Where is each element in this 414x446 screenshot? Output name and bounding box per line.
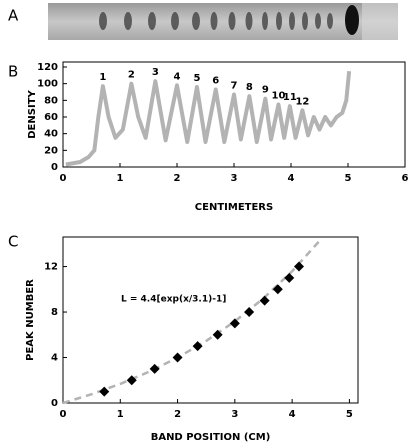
y-tick-label: 100 [37, 79, 58, 90]
panel-label: C [8, 233, 18, 251]
y-tick-label: 120 [37, 62, 58, 73]
peak-label: 1 [99, 72, 106, 83]
x-tick-label: 2 [174, 409, 181, 420]
x-tick-label: 3 [231, 409, 238, 420]
plot-frame [62, 61, 406, 168]
x-tick-label: 6 [402, 173, 409, 184]
data-point [284, 272, 295, 283]
peak-label: 2 [128, 70, 135, 81]
y-tick-label: 80 [44, 95, 58, 106]
y-axis-title: DENSITY [27, 90, 38, 139]
x-tick-label: 3 [231, 173, 238, 184]
peak-label: 11 [283, 92, 297, 103]
data-point [172, 352, 183, 363]
y-tick-label: 0 [51, 398, 58, 409]
peak-label: 12 [295, 96, 309, 107]
x-tick-label: 1 [117, 173, 124, 184]
x-tick-label: 2 [174, 173, 181, 184]
x-tick-label: 0 [60, 409, 67, 420]
x-tick-label: 5 [345, 173, 352, 184]
peak-label: 6 [212, 76, 219, 87]
density-trace [65, 70, 352, 167]
gel-image [48, 3, 398, 40]
data-point [126, 375, 137, 386]
data-point [149, 363, 160, 374]
x-tick-label: 5 [346, 409, 353, 420]
y-tick-label: 60 [44, 112, 58, 123]
y-axis-title: PEAK NUMBER [25, 279, 36, 361]
peak-label: 9 [262, 85, 269, 96]
y-tick-label: 0 [51, 162, 58, 173]
peak-label: 7 [231, 81, 238, 92]
data-point [99, 386, 110, 397]
data-point [259, 295, 270, 306]
peak-label: 5 [193, 73, 200, 84]
y-tick-label: 20 [44, 145, 58, 156]
equation: L = 4.4[exp(x/3.1)-1] [121, 295, 226, 305]
x-axis-title: CENTIMETERS [195, 202, 273, 213]
panel-label: A [8, 7, 19, 25]
x-tick-label: 4 [288, 173, 295, 184]
panel-label: B [8, 63, 18, 81]
data-point [272, 284, 283, 295]
y-tick-label: 4 [51, 353, 58, 364]
x-tick-label: 0 [60, 173, 67, 184]
x-axis-title: BAND POSITION (CM) [151, 432, 271, 443]
data-point [244, 307, 255, 318]
x-tick-label: 4 [289, 409, 296, 420]
plot-frame [62, 236, 359, 404]
data-point [229, 318, 240, 329]
peak-label: 10 [271, 91, 285, 102]
data-point [212, 329, 223, 340]
peak-label: 8 [246, 82, 253, 93]
peak-label: 4 [174, 71, 181, 82]
y-tick-label: 40 [44, 129, 58, 140]
data-point [192, 341, 203, 352]
x-tick-label: 1 [117, 409, 124, 420]
data-point [294, 261, 304, 272]
fit-curve [62, 238, 322, 405]
y-tick-label: 8 [51, 307, 58, 318]
peak-label: 3 [152, 67, 159, 78]
y-tick-label: 12 [44, 262, 58, 273]
